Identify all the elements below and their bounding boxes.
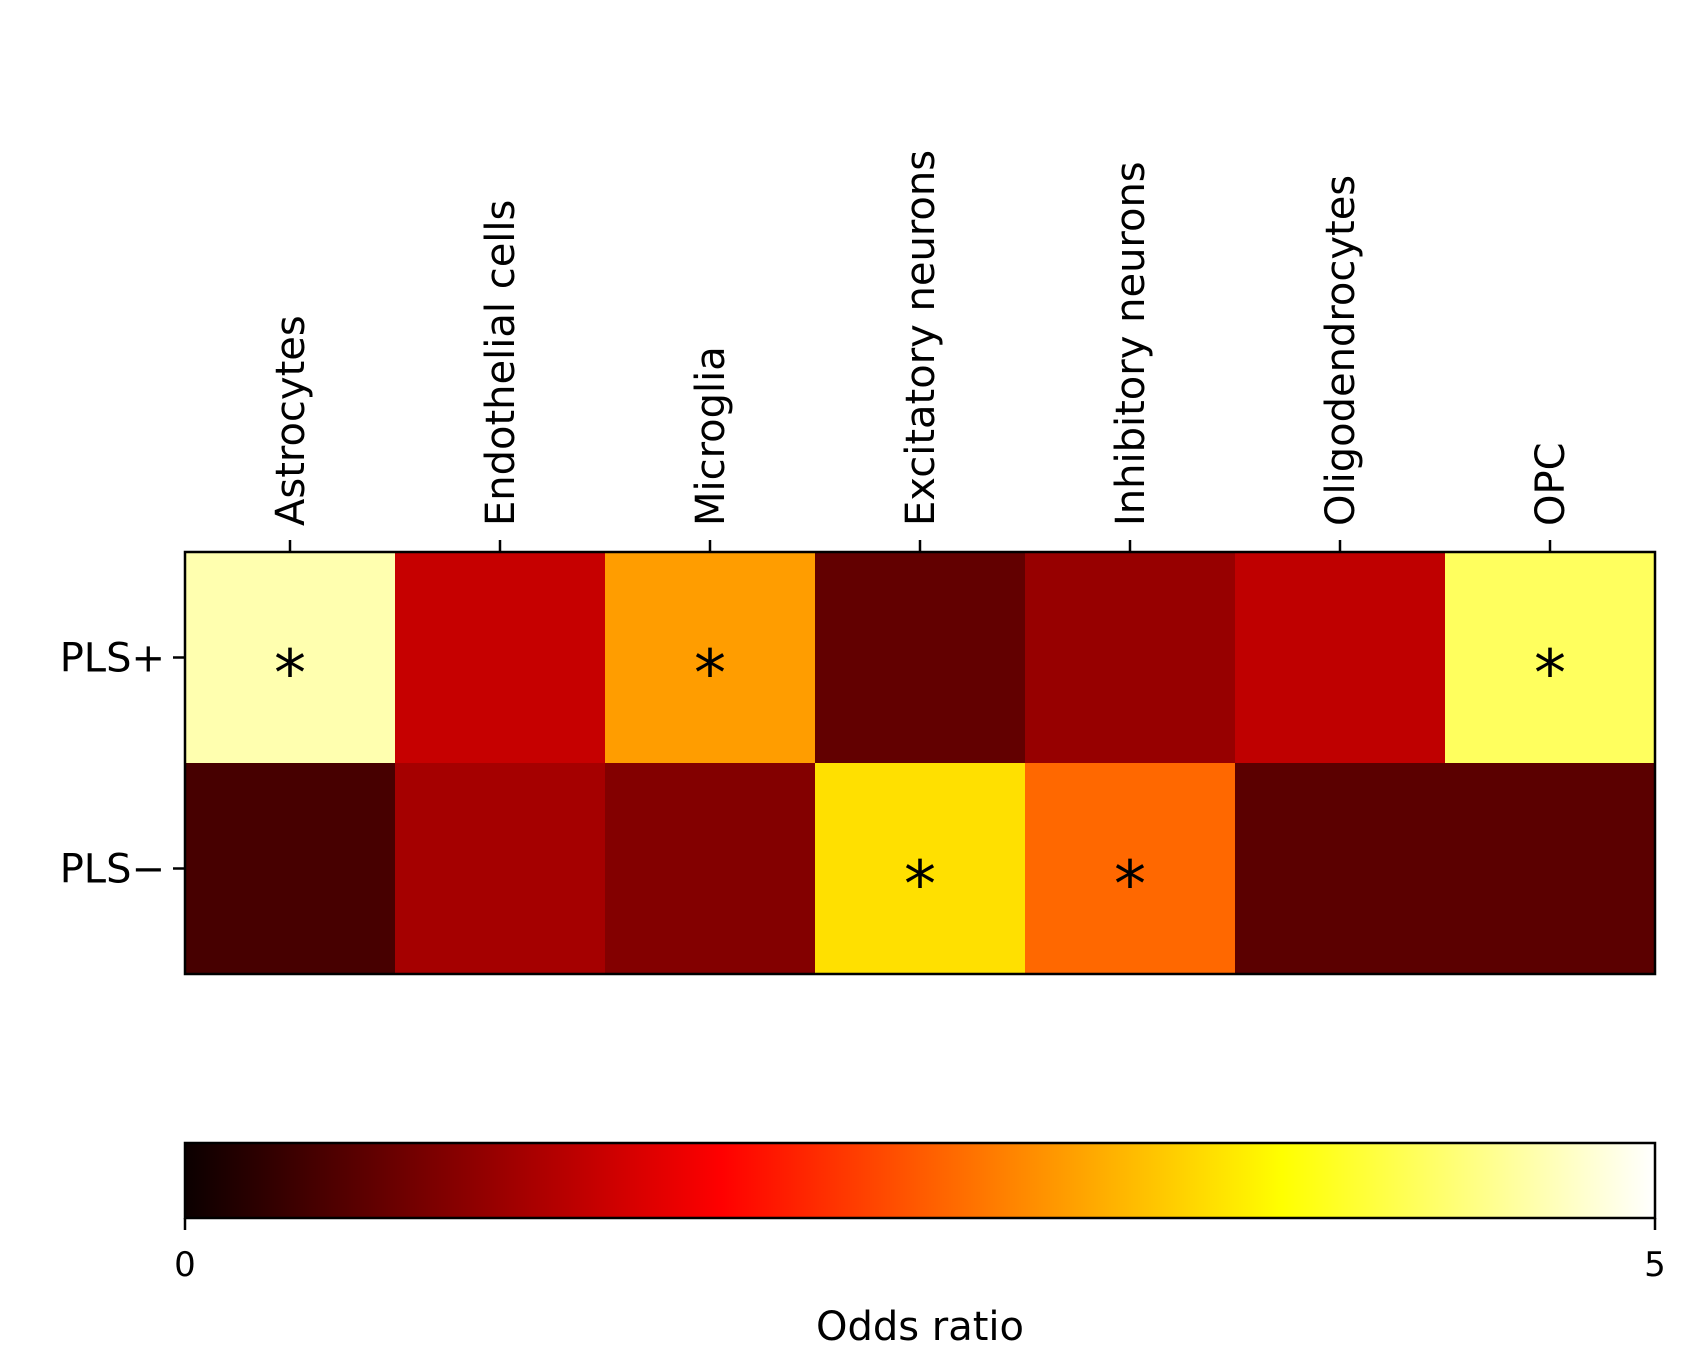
column-label: Microglia bbox=[688, 346, 734, 526]
colorbar-tick-label-min: 0 bbox=[174, 1245, 196, 1285]
heatmap-cell bbox=[1025, 552, 1236, 764]
heatmap-cell bbox=[395, 763, 606, 975]
heatmap-cell bbox=[395, 552, 606, 764]
heatmap-cell bbox=[605, 763, 816, 975]
significance-markers: * * * * * bbox=[274, 638, 1566, 923]
column-label: Inhibitory neurons bbox=[1108, 161, 1154, 526]
heatmap-cell bbox=[185, 763, 396, 975]
column-tick-labels: Astrocytes Endothelial cells Microglia Exci… bbox=[268, 150, 1574, 552]
colorbar-tick-label-max: 5 bbox=[1644, 1245, 1666, 1285]
heatmap-cell bbox=[605, 552, 816, 764]
column-label: OPC bbox=[1528, 442, 1574, 526]
heatmap-cell bbox=[185, 552, 396, 764]
column-label: Excitatory neurons bbox=[898, 150, 944, 526]
significance-star: * bbox=[694, 638, 726, 712]
colorbar bbox=[183, 1141, 1657, 1220]
heatmap-cell bbox=[1235, 552, 1446, 764]
heatmap-cell bbox=[1445, 552, 1656, 764]
significance-star: * bbox=[1534, 638, 1566, 712]
heatmap-cell bbox=[815, 552, 1026, 764]
significance-star: * bbox=[904, 849, 936, 923]
column-label: Endothelial cells bbox=[478, 200, 524, 526]
colorbar-label: Odds ratio bbox=[816, 1304, 1024, 1350]
row-tick-labels: PLS+ PLS− bbox=[60, 636, 185, 893]
column-label: Astrocytes bbox=[268, 315, 314, 526]
significance-star: * bbox=[274, 638, 306, 712]
heatmap-cell bbox=[1025, 763, 1236, 975]
significance-star: * bbox=[1114, 849, 1146, 923]
row-label: PLS+ bbox=[60, 636, 165, 682]
column-label: Oligodendrocytes bbox=[1318, 175, 1364, 526]
heatmap-cells bbox=[185, 552, 1656, 975]
heatmap-cell bbox=[1445, 763, 1656, 975]
heatmap-cell bbox=[1235, 763, 1446, 975]
heatmap-cell bbox=[815, 763, 1026, 975]
row-label: PLS− bbox=[60, 847, 165, 893]
